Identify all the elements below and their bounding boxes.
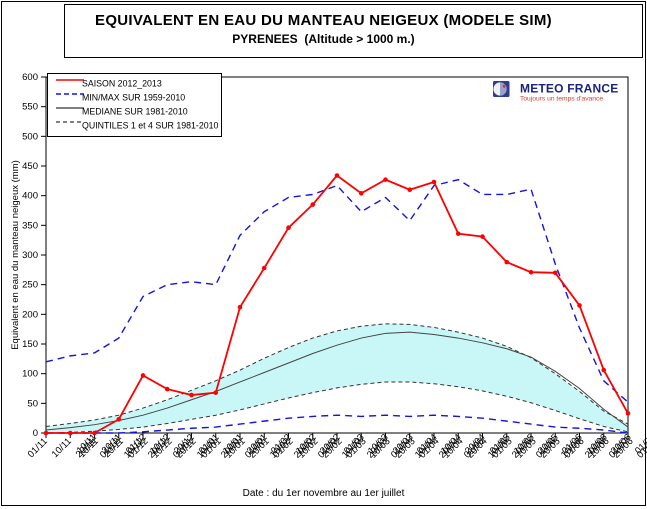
svg-text:Toujours un temps d'avance: Toujours un temps d'avance: [520, 96, 603, 103]
svg-text:METEO FRANCE: METEO FRANCE: [520, 82, 618, 96]
